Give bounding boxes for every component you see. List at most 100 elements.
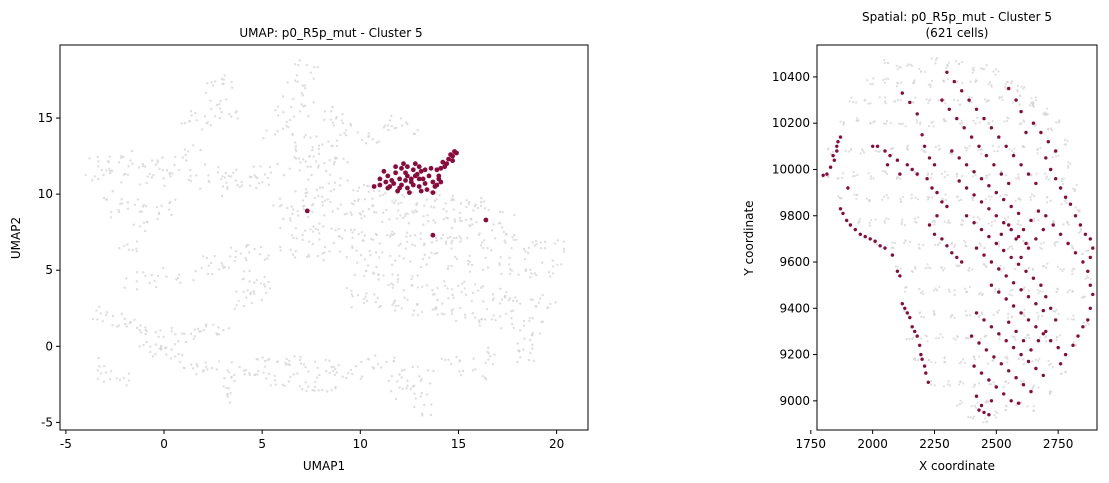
umap-cluster-point: [446, 156, 451, 162]
spatial-background-point: [887, 77, 890, 80]
spatial-background-point: [839, 120, 842, 123]
spatial-background-point: [971, 68, 974, 71]
umap-background-point: [273, 133, 277, 136]
umap-background-point: [195, 119, 198, 122]
spatial-background-point: [998, 97, 1001, 100]
spatial-background-point: [1079, 227, 1082, 230]
spatial-cluster-point: [1039, 283, 1043, 287]
umap-background-point: [327, 140, 330, 143]
umap-background-point: [305, 389, 308, 393]
umap-background-point: [425, 198, 429, 201]
spatial-cluster-point: [992, 163, 996, 167]
spatial-background-point: [919, 70, 923, 73]
umap-background-point: [191, 367, 195, 370]
spatial-background-point: [884, 122, 888, 125]
umap-background-point: [189, 332, 193, 335]
umap-background-point: [133, 318, 136, 321]
spatial-background-point: [1049, 362, 1052, 365]
umap-background-point: [510, 310, 513, 313]
umap-background-point: [145, 205, 148, 208]
spatial-cluster-point: [1034, 181, 1038, 186]
umap-background-point: [385, 208, 388, 212]
umap-background-point: [350, 213, 353, 216]
spatial-cluster-point: [977, 144, 981, 148]
spatial-cluster-point: [1009, 204, 1013, 209]
spatial-cluster-points: [821, 70, 1095, 417]
umap-background-point: [223, 176, 226, 179]
spatial-background-point: [867, 172, 870, 175]
umap-background-point: [312, 77, 315, 81]
umap-background-point: [498, 210, 502, 213]
umap-background-point: [390, 114, 393, 118]
umap-background-point: [162, 177, 165, 180]
spatial-background-point: [1067, 161, 1070, 164]
umap-background-point: [333, 181, 337, 184]
spatial-cluster-point: [845, 218, 849, 223]
umap-background-point: [510, 269, 513, 272]
umap-background-point: [120, 198, 123, 201]
umap-background-point: [117, 324, 121, 327]
spatial-background-point: [1017, 177, 1021, 180]
umap-background-point: [180, 122, 183, 125]
umap-background-point: [422, 223, 425, 226]
umap-background-point: [383, 124, 387, 127]
umap-background-point: [138, 328, 141, 332]
umap-cluster-point: [422, 167, 428, 173]
spatial-background-point: [1029, 198, 1033, 201]
umap-background-point: [470, 300, 473, 303]
spatial-background-point: [1069, 162, 1072, 166]
umap-background-point: [366, 264, 370, 267]
umap-background-point: [302, 158, 305, 161]
spatial-background-point: [1046, 112, 1049, 116]
umap-background-point: [296, 372, 299, 375]
spatial-background-point: [899, 122, 902, 126]
spatial-cluster-point: [1016, 401, 1021, 405]
spatial-cluster-point: [1044, 156, 1048, 160]
spatial-cluster-point: [987, 413, 991, 417]
spatial-background-point: [1016, 84, 1020, 87]
umap-background-point: [93, 175, 97, 178]
spatial-background-point: [980, 152, 983, 155]
spatial-background-point: [1057, 154, 1060, 157]
spatial-background-point: [1061, 269, 1064, 273]
umap-background-point: [365, 299, 369, 303]
spatial-cluster-point: [1007, 223, 1011, 227]
spatial-cluster-point: [997, 290, 1001, 294]
umap-background-point: [293, 355, 296, 358]
umap-background-point: [458, 370, 461, 373]
spatial-background-point: [900, 200, 903, 203]
spatial-background-point: [1061, 180, 1064, 183]
spatial-cluster-point: [969, 135, 974, 139]
umap-background-point: [146, 220, 149, 224]
umap-background-point: [266, 176, 269, 180]
spatial-background-point: [1075, 183, 1078, 187]
umap-background-point: [188, 120, 192, 123]
umap-background-point: [434, 236, 438, 240]
umap-background-point: [406, 123, 409, 126]
spatial-cluster-point: [898, 274, 902, 278]
spatial-background-point: [919, 291, 923, 295]
umap-background-point: [427, 220, 430, 223]
umap-x-ticks: -5 0 5 10 15 20: [60, 430, 564, 451]
spatial-cluster-point: [821, 173, 825, 177]
spatial-background-point: [919, 121, 922, 124]
umap-background-point: [187, 178, 190, 181]
spatial-background-point: [925, 335, 929, 338]
spatial-background-point: [901, 122, 905, 125]
spatial-background-point: [1005, 194, 1009, 197]
umap-background-point: [350, 293, 353, 296]
umap-background-point: [322, 225, 325, 228]
umap-background-point: [117, 161, 121, 164]
spatial-background-point: [881, 170, 884, 173]
umap-background-point: [423, 243, 426, 247]
spatial-background-point: [933, 384, 936, 387]
umap-background-point: [243, 373, 246, 376]
spatial-x-ticks: 1750 2000 2250 2500 2750: [796, 430, 1073, 451]
spatial-background-point: [976, 116, 979, 119]
umap-background-point: [84, 173, 87, 177]
spatial-background-point: [907, 63, 910, 66]
umap-background-point: [503, 295, 507, 299]
spatial-background-point: [908, 240, 912, 244]
umap-background-point: [353, 273, 357, 277]
spatial-cluster-point: [957, 156, 961, 160]
